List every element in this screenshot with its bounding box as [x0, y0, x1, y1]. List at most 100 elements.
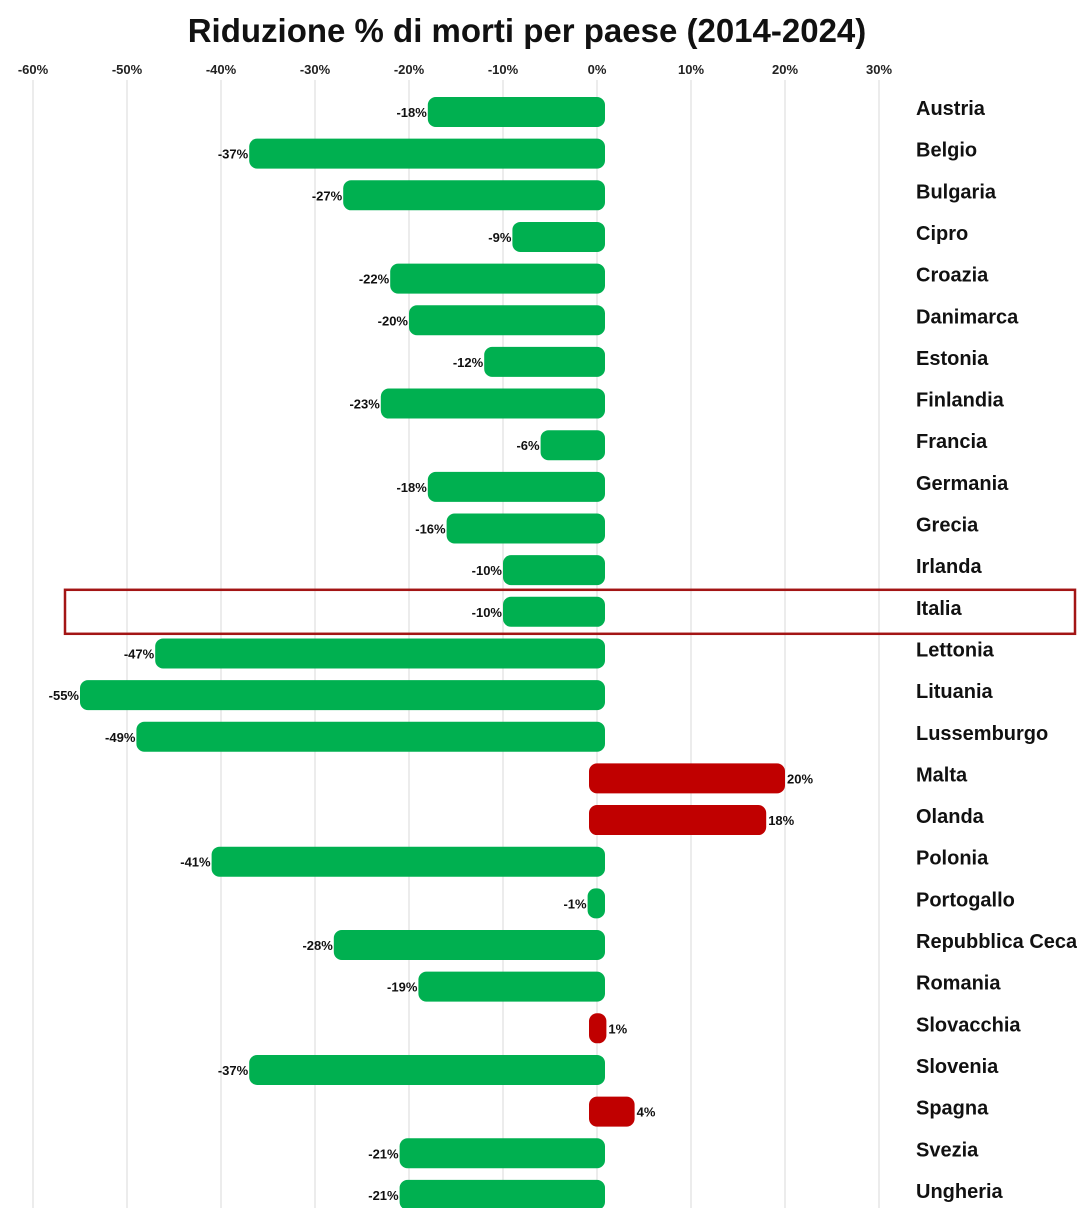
data-label: -20% — [378, 313, 409, 328]
category-label: Cipro — [916, 223, 968, 245]
data-label: -28% — [302, 938, 333, 953]
data-label: 18% — [768, 813, 794, 828]
category-label: Svezia — [916, 1139, 979, 1161]
bar — [380, 388, 605, 419]
category-label: Polonia — [916, 848, 989, 870]
category-label: Portogallo — [916, 889, 1015, 911]
category-label: Irlanda — [916, 556, 982, 578]
bar — [249, 1054, 605, 1085]
category-label: Italia — [916, 598, 962, 620]
data-label: -41% — [180, 855, 211, 870]
data-label: 4% — [637, 1105, 656, 1120]
category-label: Lussemburgo — [916, 723, 1048, 745]
data-label: -12% — [453, 355, 484, 370]
x-tick-label: -40% — [206, 62, 237, 77]
category-label: Spagna — [916, 1098, 989, 1120]
x-tick-label: -30% — [300, 62, 331, 77]
category-label: Francia — [916, 431, 988, 453]
data-label: 1% — [608, 1021, 627, 1036]
bar — [333, 930, 605, 960]
category-label: Finlandia — [916, 390, 1005, 412]
bar — [589, 1096, 635, 1127]
bar — [446, 513, 605, 544]
x-tick-label: 20% — [772, 62, 798, 77]
bar — [136, 721, 605, 752]
data-label: -16% — [415, 522, 446, 537]
data-label: -22% — [359, 272, 390, 287]
bar — [418, 971, 605, 1002]
category-label: Danimarca — [916, 306, 1019, 328]
category-labels: Austria Belgio Bulgaria Cipro Croazia Danimar… — [916, 98, 1077, 1203]
bar — [211, 846, 605, 877]
data-label: -21% — [368, 1188, 399, 1203]
bar — [427, 471, 605, 502]
bar — [249, 138, 605, 169]
x-tick-label: 10% — [678, 62, 704, 77]
bar — [484, 346, 605, 377]
category-label: Malta — [916, 764, 968, 786]
chart-title: Riduzione % di morti per paese (2014-202… — [188, 12, 867, 49]
data-label: -47% — [124, 646, 155, 661]
category-label: Estonia — [916, 348, 989, 370]
data-label: -10% — [472, 605, 503, 620]
category-label: Ungheria — [916, 1181, 1004, 1203]
bar — [399, 1138, 605, 1169]
x-tick-label: 0% — [588, 62, 607, 77]
highlight-box — [63, 588, 1077, 636]
bars — [80, 97, 785, 1210]
data-label: 20% — [787, 771, 813, 786]
data-label: -10% — [472, 563, 503, 578]
category-label: Bulgaria — [916, 181, 997, 203]
category-label: Grecia — [916, 515, 979, 537]
bar — [409, 305, 605, 336]
category-label: Lituania — [916, 681, 994, 703]
category-label: Slovacchia — [916, 1014, 1021, 1036]
bar — [155, 638, 605, 669]
x-axis-ticks: -60% -50% -40% -30% -20% -10% 0% 10% 20% 30% — [18, 62, 893, 77]
category-label: Slovenia — [916, 1056, 999, 1078]
x-tick-label: -60% — [18, 62, 49, 77]
data-label: -19% — [387, 980, 418, 995]
data-label: -6% — [516, 438, 540, 453]
highlight-rect — [63, 588, 1077, 636]
category-label: Germania — [916, 473, 1009, 495]
data-label: -23% — [349, 397, 380, 412]
category-label: Repubblica Ceca — [916, 931, 1077, 953]
category-label: Austria — [916, 98, 986, 120]
data-label: -21% — [368, 1146, 399, 1161]
bar — [503, 555, 605, 586]
bar — [587, 888, 605, 919]
bar — [343, 180, 605, 211]
data-label: -9% — [488, 230, 512, 245]
bar — [540, 430, 605, 461]
data-label: -37% — [218, 1063, 249, 1078]
category-label: Belgio — [916, 140, 977, 162]
data-label: -1% — [563, 896, 587, 911]
data-label: -37% — [218, 147, 249, 162]
x-tick-label: -20% — [394, 62, 425, 77]
bar — [80, 680, 605, 711]
bar — [503, 596, 605, 627]
data-label: -18% — [396, 480, 427, 495]
x-tick-label: -50% — [112, 62, 143, 77]
category-label: Croazia — [916, 265, 989, 287]
category-label: Lettonia — [916, 639, 995, 661]
data-label: -55% — [49, 688, 80, 703]
data-label: -49% — [105, 730, 136, 745]
category-label: Olanda — [916, 806, 985, 828]
bar — [589, 805, 767, 836]
bar — [589, 763, 785, 794]
data-label: -18% — [396, 105, 427, 120]
data-labels: -18% -37% -27% -9% -22% -20% -12% -23% -6% -18% -1… — [49, 105, 814, 1203]
bar — [390, 263, 605, 294]
data-label: -27% — [312, 188, 343, 203]
category-label: Romania — [916, 973, 1001, 995]
x-tick-label: 30% — [866, 62, 892, 77]
bar — [399, 1179, 605, 1210]
bar — [589, 1013, 607, 1044]
bar — [512, 221, 605, 252]
x-tick-label: -10% — [488, 62, 519, 77]
bar — [427, 97, 605, 127]
